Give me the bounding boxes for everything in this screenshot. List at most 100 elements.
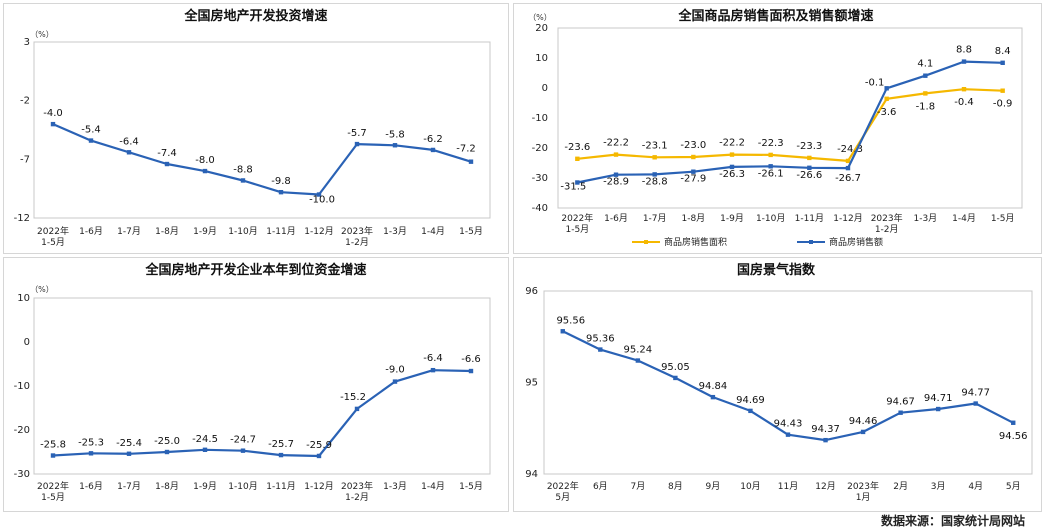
data-label: -22.2	[719, 138, 745, 149]
x-tick-label: 3月	[931, 481, 946, 492]
series-line	[52, 123, 472, 196]
data-label: -22.2	[603, 138, 629, 149]
x-tick-label: 11月	[778, 481, 798, 492]
unit-label: （%）	[30, 30, 54, 39]
data-point	[278, 452, 284, 458]
x-tick-label: 1-6月	[79, 481, 103, 492]
x-tick-label: 1-6月	[604, 213, 628, 224]
data-point	[598, 347, 603, 352]
data-point	[613, 172, 619, 177]
unit-label: （%）	[30, 285, 54, 294]
chart-investment-growth: 全国房地产开发投资增速 （%） 3 -2 -7 -12 2022年 1-5月 1-6月 1-7月 1…	[3, 3, 509, 254]
x-tick-label: 2023年 1-2月	[341, 480, 373, 503]
x-tick-label: 1-9月	[193, 481, 217, 492]
series-line	[577, 88, 1003, 162]
data-point	[923, 91, 928, 96]
y-tick-label: 3	[24, 37, 30, 48]
data-label: -26.1	[758, 168, 784, 179]
data-point	[923, 73, 928, 78]
plot-area	[543, 290, 1033, 475]
data-point	[748, 408, 753, 414]
data-point	[652, 172, 657, 177]
data-point	[884, 86, 889, 91]
chart-funding-growth: 全国房地产开发企业本年到位资金增速 （%） 10 0 -10 -20 -30 2022年 1-5…	[3, 257, 509, 512]
data-point	[785, 432, 791, 437]
x-tick-label: 1-3月	[383, 226, 407, 237]
data-label: -25.7	[268, 439, 294, 450]
y-tick-label: 96	[525, 286, 538, 297]
data-label: -25.9	[306, 440, 332, 451]
data-point	[575, 156, 580, 161]
data-point	[1000, 60, 1005, 65]
y-tick-label: 20	[535, 23, 548, 34]
data-label: -10.0	[309, 195, 335, 206]
series-line	[577, 60, 1003, 184]
x-tick-label: 10月	[740, 481, 760, 492]
data-label: -24.3	[837, 144, 863, 155]
data-point	[240, 448, 246, 453]
y-tick-label: -10	[14, 381, 30, 392]
data-point	[560, 329, 565, 334]
data-point	[729, 152, 735, 157]
y-tick-label: -20	[532, 143, 548, 154]
data-point	[768, 152, 773, 158]
data-label: 94.84	[699, 381, 728, 392]
data-label: -23.6	[564, 142, 590, 153]
data-label: 94.67	[886, 397, 915, 408]
y-tick-label: 10	[535, 53, 548, 64]
data-label: 94.77	[961, 388, 990, 399]
legend-label: 商品房销售额	[829, 236, 883, 248]
data-label: 95.36	[586, 334, 615, 345]
data-point	[392, 143, 398, 148]
x-tick-label: 1-8月	[155, 481, 179, 492]
x-tick-label: 1-8月	[681, 213, 705, 224]
data-label: -8.8	[233, 164, 253, 175]
data-point	[807, 155, 812, 161]
data-label: -25.3	[78, 437, 104, 448]
x-tick-label: 1-10月	[228, 481, 257, 492]
legend-label: 商品房销售面积	[664, 236, 727, 248]
data-label: -23.0	[680, 140, 706, 151]
plot-area	[557, 27, 1023, 209]
data-label: -22.3	[758, 138, 784, 149]
x-tick-label: 4月	[968, 481, 983, 492]
data-label: 95.24	[624, 345, 653, 356]
data-label: 8.8	[956, 45, 972, 56]
y-tick-label: 0	[542, 83, 548, 94]
data-point	[845, 158, 851, 164]
x-tick-label: 7月	[630, 481, 645, 492]
data-point	[430, 367, 436, 373]
y-tick-label: 94	[525, 469, 538, 480]
data-label: -5.4	[81, 125, 101, 136]
x-tick-label: 1-12月	[304, 481, 333, 492]
x-tick-label: 1-4月	[421, 481, 445, 492]
data-label: -25.0	[154, 436, 180, 447]
chart-title: 全国房地产开发企业本年到位资金增速	[144, 262, 366, 278]
data-label: -4.0	[43, 108, 63, 119]
data-point	[961, 59, 967, 64]
data-point	[468, 368, 474, 374]
data-point	[88, 451, 94, 456]
data-label: -6.2	[423, 134, 443, 145]
x-tick-label: 1-10月	[228, 226, 257, 237]
data-point	[354, 406, 360, 412]
x-tick-label: 1-12月	[304, 226, 333, 237]
x-tick-label: 6月	[593, 481, 608, 492]
data-label: -26.3	[719, 169, 745, 180]
data-label: -28.9	[603, 177, 629, 188]
x-tick-label: 8月	[668, 481, 683, 492]
data-point	[316, 192, 322, 197]
data-point	[1000, 88, 1005, 93]
data-label: -5.7	[347, 128, 367, 139]
data-label: 94.71	[924, 393, 953, 404]
x-tick-label: 1-6月	[79, 226, 103, 237]
plot-area	[33, 41, 491, 219]
x-tick-label: 1-5月	[459, 226, 483, 237]
data-label: -5.8	[385, 129, 405, 140]
data-point	[973, 401, 978, 406]
source-note: 数据来源：国家统计局网站	[880, 514, 1025, 528]
data-label: -8.0	[195, 155, 215, 166]
data-point	[88, 138, 94, 143]
data-label: -23.1	[642, 140, 668, 151]
data-point	[823, 437, 828, 443]
